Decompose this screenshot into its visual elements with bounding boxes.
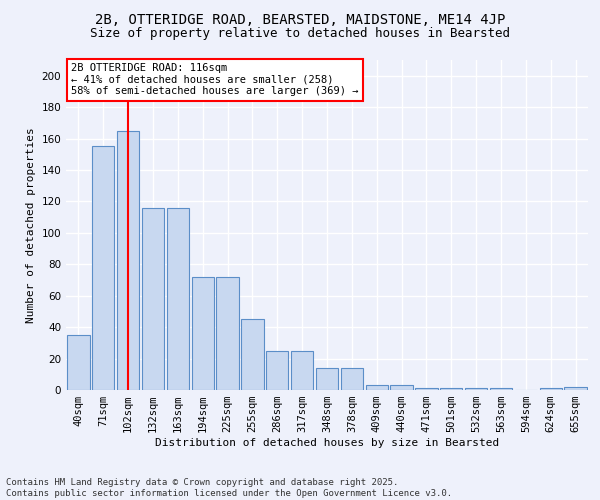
Bar	[465, 388, 487, 390]
Bar	[365, 386, 388, 390]
Bar	[291, 350, 313, 390]
Bar	[167, 208, 189, 390]
Bar	[241, 320, 263, 390]
Bar	[539, 388, 562, 390]
Bar	[191, 277, 214, 390]
Y-axis label: Number of detached properties: Number of detached properties	[26, 127, 36, 323]
Bar	[341, 368, 363, 390]
X-axis label: Distribution of detached houses by size in Bearsted: Distribution of detached houses by size …	[155, 438, 499, 448]
Bar	[565, 387, 587, 390]
Bar	[67, 335, 89, 390]
Bar	[266, 350, 289, 390]
Bar	[415, 388, 437, 390]
Text: Contains HM Land Registry data © Crown copyright and database right 2025.
Contai: Contains HM Land Registry data © Crown c…	[6, 478, 452, 498]
Bar	[142, 208, 164, 390]
Text: 2B OTTERIDGE ROAD: 116sqm
← 41% of detached houses are smaller (258)
58% of semi: 2B OTTERIDGE ROAD: 116sqm ← 41% of detac…	[71, 64, 359, 96]
Text: 2B, OTTERIDGE ROAD, BEARSTED, MAIDSTONE, ME14 4JP: 2B, OTTERIDGE ROAD, BEARSTED, MAIDSTONE,…	[95, 12, 505, 26]
Bar	[92, 146, 115, 390]
Bar	[391, 386, 413, 390]
Bar	[490, 388, 512, 390]
Bar	[440, 388, 463, 390]
Bar	[316, 368, 338, 390]
Bar	[217, 277, 239, 390]
Text: Size of property relative to detached houses in Bearsted: Size of property relative to detached ho…	[90, 28, 510, 40]
Bar	[117, 130, 139, 390]
